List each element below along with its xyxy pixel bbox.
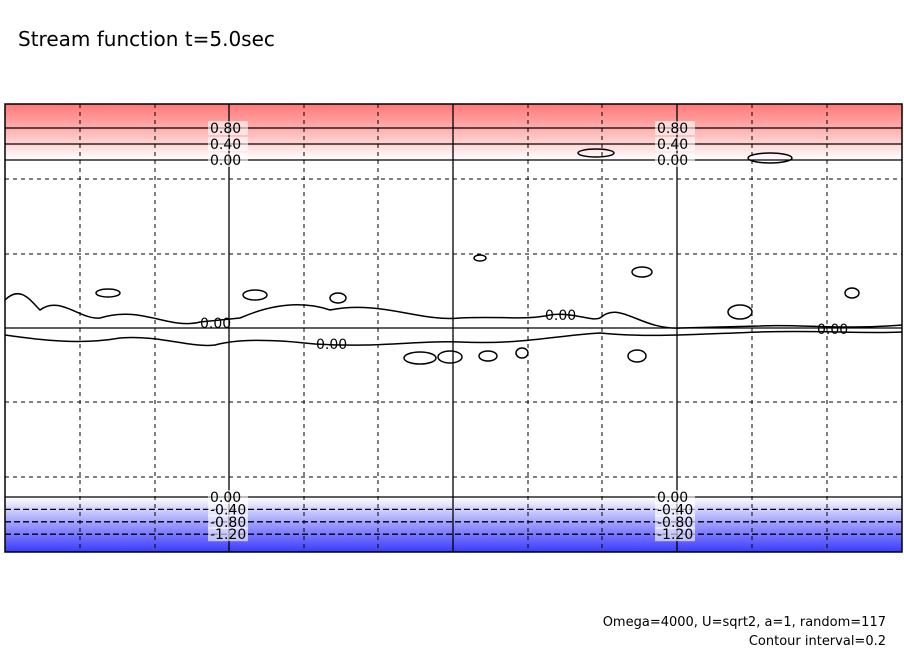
label-bg <box>208 527 248 542</box>
annotation: Contour interval=0.2 <box>749 634 886 649</box>
contour-label: 0.40 <box>210 137 241 153</box>
mid-contours <box>4 148 903 365</box>
contour-label: 0.00 <box>545 308 576 324</box>
label-bg <box>208 137 248 151</box>
plot-frame <box>4 103 903 553</box>
contour-label: 0.00 <box>817 322 848 338</box>
label-bg <box>208 490 248 504</box>
label-bg <box>655 527 695 542</box>
annotation: Omega=4000, U=sqrt2, a=1, random=117 <box>603 615 886 630</box>
label-bg <box>655 514 695 529</box>
contour-label: 0.80 <box>657 121 688 137</box>
grid <box>5 104 902 552</box>
contour-label: 0.00 <box>210 153 241 169</box>
chart-title: Stream function t=5.0sec <box>18 27 275 51</box>
label-bg <box>208 153 248 167</box>
contour-label: 0.40 <box>657 137 688 153</box>
contour-label: -0.40 <box>210 502 246 518</box>
contour-label: -0.40 <box>657 502 693 518</box>
contour-label: 0.80 <box>210 121 241 137</box>
contour-label: -0.80 <box>210 515 246 531</box>
label-bg <box>655 121 695 135</box>
contour-label: -1.20 <box>210 527 246 543</box>
label-bg <box>655 490 695 504</box>
contour-label: 0.00 <box>657 153 688 169</box>
label-bg <box>655 502 695 517</box>
mid-contour-labels: 0.00 0.00 0.00 0.00 <box>200 308 848 353</box>
label-bg <box>208 121 248 135</box>
contour-label: 0.00 <box>210 490 241 506</box>
contour-label: -1.20 <box>657 527 693 543</box>
label-bg <box>208 502 248 517</box>
contour-label: 0.00 <box>657 490 688 506</box>
contour-label: 0.00 <box>200 316 231 332</box>
label-bg <box>655 153 695 167</box>
label-bg <box>655 137 695 151</box>
label-bg <box>208 514 248 529</box>
contour-label: -0.80 <box>657 515 693 531</box>
contour-label: 0.00 <box>316 337 347 353</box>
